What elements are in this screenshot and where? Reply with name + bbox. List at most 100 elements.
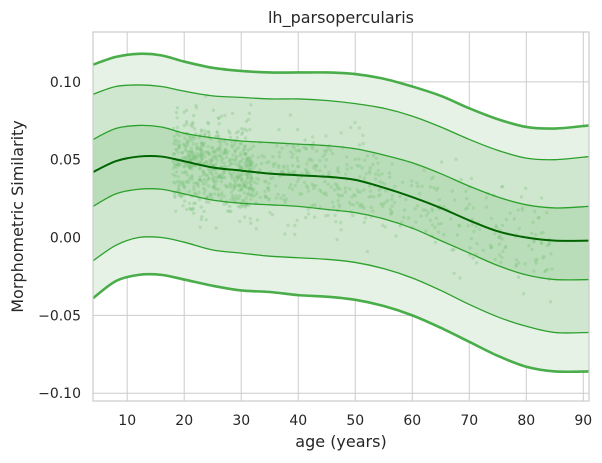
data-point: [249, 168, 254, 172]
data-point: [201, 169, 205, 173]
data-point: [177, 145, 181, 149]
data-point: [172, 152, 177, 156]
data-point: [312, 215, 317, 219]
data-point: [249, 163, 253, 168]
data-point: [219, 176, 223, 180]
data-point: [400, 220, 404, 225]
data-point: [383, 200, 387, 205]
data-point: [442, 204, 446, 209]
data-point: [174, 142, 179, 146]
data-point: [187, 176, 192, 181]
data-point: [312, 163, 317, 168]
data-point: [252, 180, 256, 184]
data-point: [194, 142, 199, 147]
data-point: [231, 196, 236, 200]
data-point: [240, 165, 244, 169]
data-point: [371, 209, 375, 213]
data-point: [389, 211, 393, 215]
data-point: [192, 155, 196, 160]
data-point: [191, 156, 195, 161]
data-point: [344, 172, 348, 176]
data-point: [240, 204, 245, 208]
data-point: [421, 208, 425, 212]
data-point: [335, 237, 339, 242]
x-tick-label: 90: [574, 413, 592, 429]
data-point: [242, 182, 246, 186]
data-point: [213, 175, 217, 179]
data-point: [234, 194, 239, 198]
data-point: [297, 148, 301, 152]
data-point: [527, 243, 531, 248]
data-point: [381, 204, 385, 208]
data-point: [203, 129, 207, 133]
data-point: [356, 190, 360, 194]
data-point: [314, 163, 319, 168]
data-point: [330, 151, 335, 156]
data-point: [185, 122, 189, 126]
data-point: [246, 165, 250, 170]
data-point: [211, 154, 216, 158]
data-point: [216, 187, 221, 192]
data-point: [277, 150, 282, 155]
data-point: [357, 203, 361, 207]
data-point: [186, 143, 190, 147]
data-point: [199, 205, 203, 209]
y-axis-label: Morphometric Similarity: [8, 120, 27, 313]
data-point: [282, 193, 286, 198]
data-point: [177, 140, 182, 144]
data-point: [223, 148, 227, 152]
data-point: [247, 175, 251, 180]
data-point: [242, 184, 246, 188]
data-point: [185, 162, 189, 166]
data-point: [178, 179, 182, 184]
data-point: [231, 188, 235, 192]
data-point: [390, 210, 394, 214]
data-point: [190, 207, 194, 211]
data-point: [219, 160, 224, 164]
data-point: [293, 169, 297, 173]
data-point: [517, 226, 521, 231]
data-point: [464, 207, 468, 211]
data-point: [187, 189, 191, 194]
data-point: [452, 247, 456, 252]
data-point: [244, 119, 249, 124]
data-point: [388, 207, 392, 212]
data-point: [190, 151, 195, 155]
data-point: [501, 184, 505, 189]
data-point: [520, 208, 525, 212]
data-point: [187, 165, 192, 170]
data-point: [236, 204, 241, 209]
data-point: [183, 199, 187, 203]
data-point: [202, 209, 206, 214]
data-point: [381, 223, 385, 227]
data-point: [182, 164, 186, 168]
data-point: [273, 161, 277, 166]
data-point: [306, 189, 311, 193]
data-point: [221, 157, 225, 161]
data-point: [220, 172, 224, 177]
data-point: [229, 157, 233, 161]
data-point: [337, 202, 341, 207]
y-tick-label: −0.10: [38, 386, 81, 402]
data-point: [176, 162, 180, 167]
data-point: [244, 152, 248, 156]
data-point: [304, 147, 308, 151]
data-point: [488, 243, 493, 248]
data-point: [216, 148, 220, 152]
data-point: [245, 186, 249, 190]
data-point: [292, 146, 296, 150]
data-point: [227, 159, 232, 163]
data-point: [364, 172, 368, 176]
data-point: [378, 193, 382, 197]
data-point: [305, 185, 310, 190]
data-point: [455, 233, 460, 237]
data-point: [199, 217, 203, 222]
data-point: [190, 135, 194, 140]
data-point: [335, 168, 340, 173]
data-point: [228, 158, 232, 162]
data-point: [274, 184, 278, 188]
data-point: [374, 172, 378, 176]
data-point: [353, 120, 357, 125]
data-point: [250, 186, 254, 191]
